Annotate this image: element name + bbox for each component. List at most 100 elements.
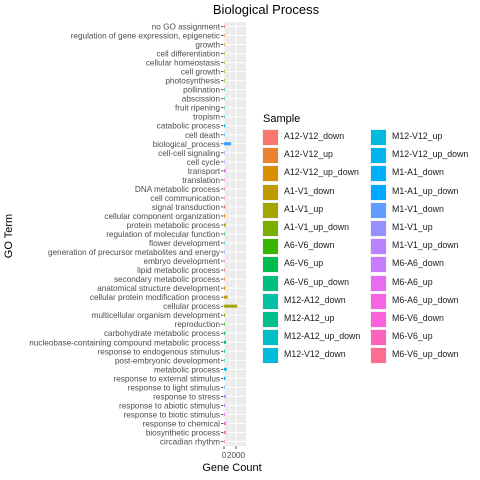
y-tick-label: lipid metabolic process (137, 266, 220, 275)
bar (224, 439, 225, 443)
legend-item: A6-V6_up (262, 256, 382, 274)
y-tick-label: cell differentiation (156, 50, 220, 59)
legend-swatch (263, 293, 278, 309)
legend-key (370, 329, 387, 347)
bar (224, 52, 225, 56)
bar (224, 70, 225, 74)
y-tick-label: carbohydrate metabolic process (104, 329, 220, 338)
bar (224, 286, 226, 290)
bar (224, 313, 226, 317)
y-tick-label: response to endogenous stimulus (98, 347, 220, 356)
legend-label: A6-V6_down (284, 240, 335, 251)
bar (224, 151, 225, 155)
bar (224, 142, 232, 146)
y-tick-label: transport (188, 167, 221, 176)
legend-item: M6-V6_up_down (370, 347, 480, 365)
legend-label: M6-A6_up (392, 276, 433, 287)
y-tick-label: signal transduction (152, 203, 221, 212)
y-axis-label: GO Term (3, 214, 15, 258)
legend-item: M12-V12_up_down (370, 147, 480, 165)
legend-key (262, 238, 279, 256)
x-tick-label: 0 (222, 451, 227, 460)
bar (224, 277, 225, 281)
y-tick-label: biosynthetic process (146, 428, 220, 437)
legend-key (370, 274, 387, 292)
bar (224, 403, 226, 407)
y-tick-label: cell death (185, 131, 220, 140)
bar (224, 340, 227, 344)
y-tick-label: catabolic process (157, 122, 220, 131)
legend-swatch (263, 312, 278, 327)
x-tick-label: 2000 (227, 451, 246, 460)
legend-key (370, 201, 387, 219)
y-tick-label: response to light stimulus (128, 383, 220, 392)
legend-swatch (263, 148, 278, 164)
bar (224, 358, 225, 362)
legend-item: A6-V6_down (262, 238, 382, 256)
legend-swatch (263, 257, 278, 273)
y-tick-label: secondary metabolic process (114, 275, 220, 284)
y-tick-label: anatomical structure development (97, 284, 221, 293)
legend-swatch (371, 312, 386, 327)
legend-key (370, 347, 387, 365)
y-tick-label: cellular component organization (104, 212, 220, 221)
y-tick-label: pollination (183, 86, 220, 95)
legend-item: M1-V1_up (370, 220, 480, 238)
legend-item: A12-V12_up_down (262, 165, 382, 183)
legend-label: M12-V12_down (284, 349, 346, 360)
bar (224, 421, 226, 425)
y-tick-label: embryo development (144, 257, 221, 266)
legend-item: A12-V12_up (262, 147, 382, 165)
y-tick-label: cell-cell signaling (158, 149, 220, 158)
legend-item: M6-V6_up (370, 329, 480, 347)
legend-key (370, 165, 387, 183)
legend-label: A6-V6_up_down (284, 276, 350, 287)
bar (224, 232, 225, 236)
legend-key (262, 256, 279, 274)
legend-label: A1-V1_up_down (284, 222, 350, 232)
y-tick-label: regulation of gene expression, epigeneti… (71, 32, 220, 41)
legend-swatch (371, 257, 386, 273)
bar (224, 97, 225, 101)
bar (224, 322, 225, 326)
y-tick-label: cell growth (181, 68, 221, 77)
y-tick-label: no GO assignment (152, 23, 221, 32)
legend-swatch (263, 202, 278, 218)
y-tick-label: post-embryonic development (115, 356, 221, 365)
legend-key (370, 311, 387, 328)
bar (224, 241, 225, 245)
legend-item: M1-V1_up_down (370, 238, 480, 256)
bar (224, 295, 228, 299)
legend-swatch (263, 239, 278, 255)
legend-label: A6-V6_up (284, 258, 324, 269)
legend-label: A12-V12_up (284, 149, 333, 160)
bar (224, 394, 226, 398)
legend-swatch (371, 348, 386, 364)
y-tick-label: multicellular organism development (92, 311, 221, 320)
legend-label: A1-V1_up (284, 203, 324, 214)
legend-key (262, 329, 279, 347)
y-tick-label: photosynthesis (165, 77, 220, 86)
bar (224, 196, 225, 200)
y-tick-label: response to chemical (143, 419, 221, 428)
bar (224, 61, 225, 65)
legend-swatch (263, 330, 278, 346)
bar (224, 376, 226, 380)
bar (224, 106, 225, 110)
legend-swatch (371, 130, 386, 145)
bar (224, 259, 225, 263)
legend-item: A12-V12_down (262, 129, 382, 147)
bar (224, 223, 226, 227)
legend-item: M6-V6_down (370, 311, 480, 329)
y-tick-label: reproduction (174, 320, 220, 329)
legend-swatch (371, 166, 386, 182)
legend-key (262, 183, 279, 201)
bar (224, 169, 226, 173)
legend-swatch (371, 202, 386, 218)
legend-label: M6-A6_up_down (392, 294, 459, 305)
y-tick-label: metabolic process (154, 365, 220, 374)
y-tick-label: response to biotic stimulus (124, 410, 220, 419)
y-tick-label: growth (195, 41, 220, 50)
bar (224, 133, 225, 137)
